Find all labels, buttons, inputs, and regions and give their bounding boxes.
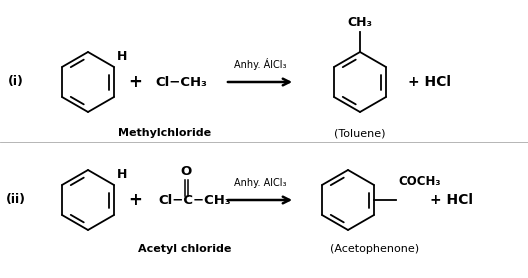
Text: Anhy. AlCl₃: Anhy. AlCl₃ [234,178,286,188]
Text: O: O [181,165,192,178]
Text: H: H [117,50,127,63]
Text: (Toluene): (Toluene) [334,128,386,138]
Text: (i): (i) [8,76,24,88]
Text: H: H [117,168,127,181]
Text: COCH₃: COCH₃ [398,175,440,188]
Text: +: + [128,73,142,91]
Text: + HCl: + HCl [430,193,473,207]
Text: Cl−C−CH₃: Cl−C−CH₃ [158,193,231,207]
Text: (ii): (ii) [6,193,26,207]
Text: CH₃: CH₃ [347,16,372,29]
Text: Anhy. ÁlCl₃: Anhy. ÁlCl₃ [234,58,286,70]
Text: + HCl: + HCl [408,75,451,89]
Text: Acetyl chloride: Acetyl chloride [138,244,232,254]
Text: Cl−CH₃: Cl−CH₃ [155,76,207,88]
Text: Methylchloride: Methylchloride [118,128,212,138]
Text: +: + [128,191,142,209]
Text: (Acetophenone): (Acetophenone) [331,244,420,254]
